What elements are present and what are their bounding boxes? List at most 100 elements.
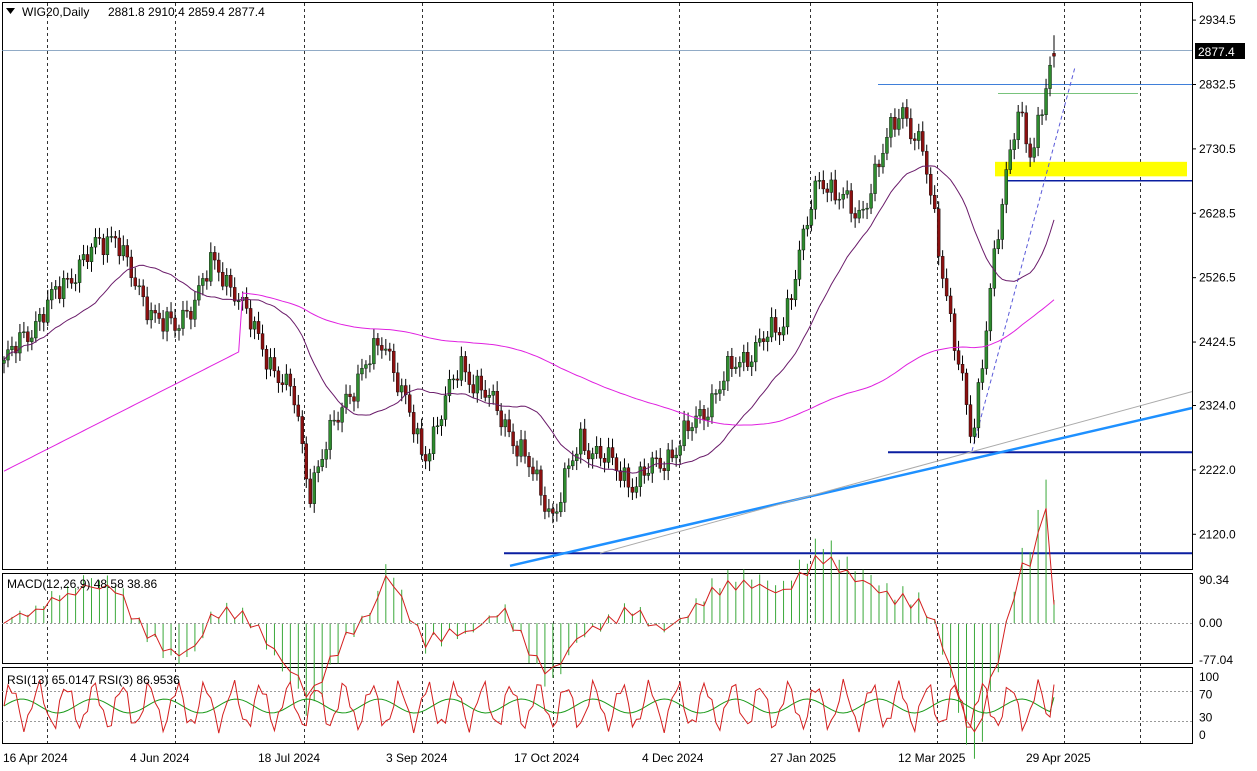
candle xyxy=(77,255,82,293)
candle xyxy=(789,294,794,310)
candle-body xyxy=(392,350,396,373)
candle-body xyxy=(316,466,320,473)
candle-body xyxy=(742,352,746,363)
candle-body xyxy=(571,460,575,467)
candle xyxy=(73,274,78,292)
candle-body xyxy=(590,453,595,460)
candle-body xyxy=(217,259,221,273)
candle xyxy=(407,384,412,417)
candle-body xyxy=(785,298,790,328)
candle-body xyxy=(1024,112,1028,145)
candle xyxy=(97,227,102,245)
candle-body xyxy=(209,252,213,282)
candle-body xyxy=(475,375,479,394)
macd-panel-frame xyxy=(2,573,1193,664)
candle-body xyxy=(523,439,527,457)
candle xyxy=(463,351,468,382)
trendlines xyxy=(509,66,1193,568)
candle-body xyxy=(491,391,495,396)
long-trendline xyxy=(509,406,1193,568)
candle-body xyxy=(845,190,849,195)
candle xyxy=(925,144,929,184)
candle xyxy=(726,351,730,391)
candle-body xyxy=(503,419,507,428)
candle-body xyxy=(921,131,925,152)
candle-body xyxy=(551,508,555,514)
candle-body xyxy=(225,275,229,287)
x-tick-label: 3 Sep 2024 xyxy=(386,751,448,765)
steep-trendline xyxy=(971,66,1076,452)
candle-body xyxy=(543,495,547,512)
candle-body xyxy=(682,420,686,447)
candle-body xyxy=(901,107,905,119)
candle-body xyxy=(201,278,205,286)
candle-body xyxy=(57,286,62,299)
candle-body xyxy=(622,467,627,481)
candle-body xyxy=(296,404,301,417)
candle xyxy=(865,202,869,220)
candle xyxy=(340,402,344,433)
candle xyxy=(125,239,129,267)
candle xyxy=(503,413,507,437)
rsi-y-axis: 100 70 30 0 xyxy=(1199,670,1219,742)
candle-body xyxy=(380,345,384,351)
candle-body xyxy=(284,373,289,385)
dropdown-triangle-icon[interactable] xyxy=(6,8,15,14)
candle xyxy=(996,229,1001,255)
candle xyxy=(853,207,857,228)
candle xyxy=(841,187,845,209)
candle-body xyxy=(956,350,961,365)
macd-histogram xyxy=(11,479,1055,759)
candle-body xyxy=(455,378,460,381)
macd-y-label: 90.34 xyxy=(1199,573,1229,587)
candle-body xyxy=(50,289,54,301)
candle-body xyxy=(443,395,448,420)
candle xyxy=(328,414,332,460)
macd-y-axis: 90.34 0.00 -77.04 xyxy=(1199,573,1233,667)
candle xyxy=(837,192,841,210)
candle-body xyxy=(757,338,762,343)
candle-body xyxy=(451,378,456,381)
candle-body xyxy=(1044,88,1048,115)
candle xyxy=(1052,35,1056,68)
candle-body xyxy=(634,486,639,493)
candle-body xyxy=(940,256,945,279)
candle-body xyxy=(463,356,468,373)
candle-body xyxy=(614,457,619,471)
candle-body xyxy=(77,259,82,283)
candle xyxy=(388,342,392,361)
candle xyxy=(781,317,786,341)
candle xyxy=(622,458,627,488)
candle xyxy=(877,159,881,177)
moving-average-fast xyxy=(3,165,1055,474)
candle xyxy=(1036,106,1040,157)
candle-body xyxy=(813,180,818,210)
candle xyxy=(288,368,293,397)
candle-body xyxy=(968,404,973,437)
candle-body xyxy=(567,465,571,469)
candle-body xyxy=(400,385,404,393)
candle xyxy=(801,224,806,261)
candle-body xyxy=(483,389,487,398)
macd-signal-line xyxy=(3,508,1055,733)
candle xyxy=(332,410,336,426)
candle-body xyxy=(726,356,730,382)
resistance-zone xyxy=(995,161,1187,177)
candle xyxy=(475,369,479,403)
candle xyxy=(746,342,750,371)
candle xyxy=(113,230,118,248)
candle xyxy=(646,463,651,481)
candle xyxy=(626,463,631,498)
candle xyxy=(559,492,563,517)
candle-body xyxy=(320,459,324,467)
moving-average-slow xyxy=(3,292,1055,472)
candle xyxy=(638,461,643,497)
candle-body xyxy=(873,163,877,194)
candle xyxy=(248,299,253,338)
candle-body xyxy=(618,470,623,481)
candle-body xyxy=(531,466,535,475)
candle xyxy=(594,436,599,459)
candle xyxy=(813,175,818,220)
candle xyxy=(105,228,110,263)
